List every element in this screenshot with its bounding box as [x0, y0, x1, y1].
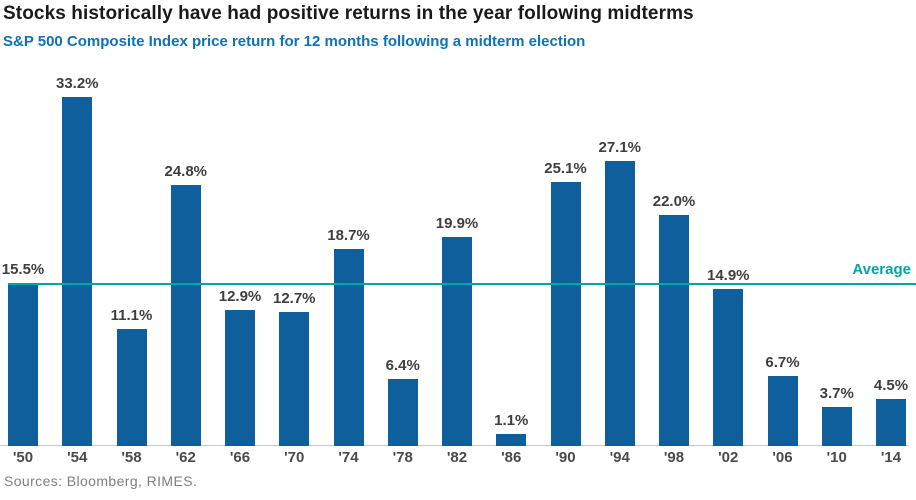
x-tick-label: '98 — [663, 449, 685, 466]
bar — [767, 376, 798, 446]
bar — [116, 329, 147, 446]
x-tick-label: '70 — [284, 449, 305, 466]
bar-value-label: 15.5% — [1, 261, 45, 278]
bar-value-label: 1.1% — [494, 412, 529, 429]
x-axis-tick-labels: '50 '54 '58 '62 '66 '70 '74 '78 '82 '86 '90 '94 '98 '… — [0, 449, 916, 466]
bar-value-label: 12.9% — [218, 288, 262, 305]
bar-chart: 15.5% 33.2% 11.1% 24.8% 12.9% 12.7% 18.7% 6.4% 1… — [0, 60, 916, 446]
bar-column: 22.0% — [653, 60, 695, 446]
bar — [496, 434, 527, 446]
bar-value-label: 14.9% — [706, 267, 750, 284]
average-line — [8, 283, 916, 285]
bar — [333, 249, 364, 446]
bar-column: 12.9% — [219, 60, 261, 446]
bar — [876, 399, 906, 446]
x-tick-label: '62 — [175, 449, 196, 466]
x-tick-label: '06 — [772, 449, 793, 466]
x-tick-label: '14 — [880, 449, 902, 466]
bar — [8, 283, 38, 446]
bar-column: 12.7% — [273, 60, 316, 446]
x-tick-label: '82 — [446, 449, 468, 466]
bar — [442, 237, 472, 446]
bar — [604, 161, 635, 446]
bar-value-label: 3.7% — [819, 385, 854, 402]
bar-column: 27.1% — [598, 60, 641, 446]
bar-value-label: 25.1% — [544, 160, 587, 177]
x-tick-label: '02 — [718, 449, 739, 466]
bar — [659, 215, 689, 446]
x-tick-label: '58 — [121, 449, 142, 466]
bar-column: 18.7% — [327, 60, 370, 446]
bar-column: 4.5% — [873, 60, 909, 446]
bar-column: 19.9% — [436, 60, 478, 446]
bar-column: 33.2% — [56, 60, 99, 446]
bar-value-label: 4.5% — [873, 377, 909, 394]
bar — [62, 97, 93, 446]
x-tick-label: '50 — [12, 449, 34, 466]
bar-value-label: 12.7% — [272, 290, 316, 307]
bar — [387, 379, 418, 446]
bar — [225, 310, 255, 446]
bar-value-label: 11.1% — [110, 307, 153, 324]
bar-column: 6.4% — [385, 60, 420, 446]
bar-column: 6.7% — [765, 60, 800, 446]
bar — [170, 185, 201, 446]
bar-column: 24.8% — [164, 60, 207, 446]
x-tick-label: '66 — [229, 449, 251, 466]
page-title: Stocks historically have had positive re… — [3, 3, 694, 24]
x-tick-label: '74 — [338, 449, 359, 466]
x-tick-label: '78 — [392, 449, 413, 466]
average-label: Average — [852, 261, 911, 278]
bar-value-label: 6.4% — [385, 357, 420, 374]
x-tick-label: '10 — [826, 449, 847, 466]
bar-value-label: 24.8% — [164, 163, 208, 180]
bar-value-label: 6.7% — [765, 354, 800, 371]
bar — [821, 407, 852, 446]
bar-column: 14.9% — [707, 60, 750, 446]
bar — [713, 289, 744, 446]
x-tick-label: '54 — [67, 449, 88, 466]
bar-value-label: 27.1% — [598, 139, 642, 156]
x-tick-label: '86 — [501, 449, 522, 466]
bar — [550, 182, 581, 446]
bar-column: 15.5% — [2, 60, 44, 446]
x-tick-label: '94 — [609, 449, 630, 466]
bar-value-label: 18.7% — [327, 227, 370, 244]
bar — [279, 312, 310, 446]
bar-value-label: 22.0% — [652, 193, 696, 210]
bar-columns: 15.5% 33.2% 11.1% 24.8% 12.9% 12.7% 18.7% 6.4% 1… — [0, 60, 916, 446]
bar-column: 11.1% — [111, 60, 152, 446]
chart-subtitle: S&P 500 Composite Index price return for… — [3, 33, 586, 50]
bar-column: 1.1% — [494, 60, 529, 446]
sources-note: Sources: Bloomberg, RIMES. — [4, 473, 198, 489]
bar-value-label: 19.9% — [435, 215, 479, 232]
bar-column: 3.7% — [819, 60, 854, 446]
bar-column: 25.1% — [544, 60, 587, 446]
x-tick-label: '90 — [555, 449, 576, 466]
bar-value-label: 33.2% — [55, 75, 99, 92]
